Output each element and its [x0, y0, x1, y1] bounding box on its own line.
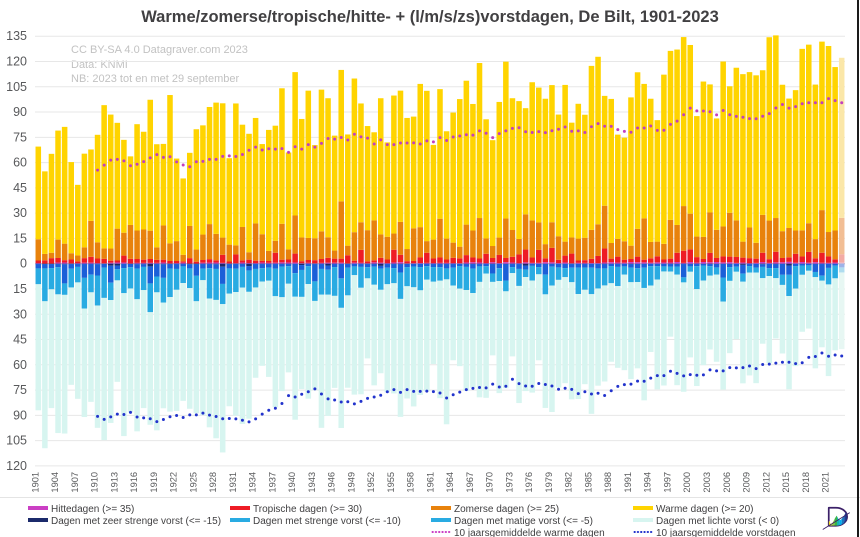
svg-text:15: 15: [13, 231, 27, 245]
svg-text:1997: 1997: [662, 472, 672, 493]
svg-text:1946: 1946: [327, 472, 337, 493]
svg-text:1922: 1922: [169, 472, 179, 493]
svg-text:90: 90: [13, 408, 27, 422]
svg-text:1991: 1991: [623, 472, 633, 493]
svg-text:135: 135: [6, 29, 27, 43]
svg-text:1934: 1934: [248, 472, 258, 493]
svg-text:1988: 1988: [603, 472, 613, 493]
svg-text:1901: 1901: [30, 472, 40, 493]
svg-text:1952: 1952: [366, 472, 376, 493]
svg-text:1928: 1928: [208, 472, 218, 493]
svg-text:1940: 1940: [287, 472, 297, 493]
svg-text:30: 30: [13, 206, 27, 220]
svg-text:2000: 2000: [682, 472, 692, 493]
svg-text:60: 60: [13, 358, 27, 372]
svg-text:1973: 1973: [504, 472, 514, 493]
svg-text:1949: 1949: [346, 472, 356, 493]
svg-text:105: 105: [6, 80, 27, 94]
svg-text:1943: 1943: [307, 472, 317, 493]
svg-text:75: 75: [13, 130, 27, 144]
svg-text:1910: 1910: [90, 472, 100, 493]
svg-text:1931: 1931: [228, 472, 238, 493]
svg-text:120: 120: [6, 55, 27, 69]
svg-text:1937: 1937: [267, 472, 277, 493]
svg-text:1904: 1904: [50, 472, 60, 493]
svg-text:2009: 2009: [742, 472, 752, 493]
svg-text:2006: 2006: [722, 472, 732, 493]
svg-text:1919: 1919: [149, 472, 159, 493]
svg-text:30: 30: [13, 307, 27, 321]
svg-text:1982: 1982: [564, 472, 574, 493]
svg-text:1964: 1964: [445, 472, 455, 493]
svg-text:1985: 1985: [583, 472, 593, 493]
svg-text:120: 120: [6, 459, 27, 473]
svg-text:1994: 1994: [643, 472, 653, 493]
svg-text:1961: 1961: [425, 472, 435, 493]
svg-text:90: 90: [13, 105, 27, 119]
svg-text:2021: 2021: [821, 472, 831, 493]
svg-text:1916: 1916: [129, 472, 139, 493]
svg-text:1913: 1913: [109, 472, 119, 493]
svg-text:1907: 1907: [70, 472, 80, 493]
svg-text:0: 0: [20, 257, 27, 271]
svg-text:45: 45: [13, 181, 27, 195]
svg-text:1925: 1925: [188, 472, 198, 493]
svg-text:2012: 2012: [761, 472, 771, 493]
svg-text:45: 45: [13, 333, 27, 347]
svg-text:1979: 1979: [544, 472, 554, 493]
svg-text:1967: 1967: [465, 472, 475, 493]
svg-text:1955: 1955: [386, 472, 396, 493]
svg-text:2015: 2015: [781, 472, 791, 493]
svg-text:105: 105: [6, 434, 27, 448]
svg-text:15: 15: [13, 282, 27, 296]
svg-text:1958: 1958: [406, 472, 416, 493]
svg-text:2018: 2018: [801, 472, 811, 493]
svg-text:60: 60: [13, 156, 27, 170]
svg-text:2003: 2003: [702, 472, 712, 493]
svg-text:75: 75: [13, 383, 27, 397]
svg-text:1970: 1970: [485, 472, 495, 493]
svg-text:1976: 1976: [524, 472, 534, 493]
